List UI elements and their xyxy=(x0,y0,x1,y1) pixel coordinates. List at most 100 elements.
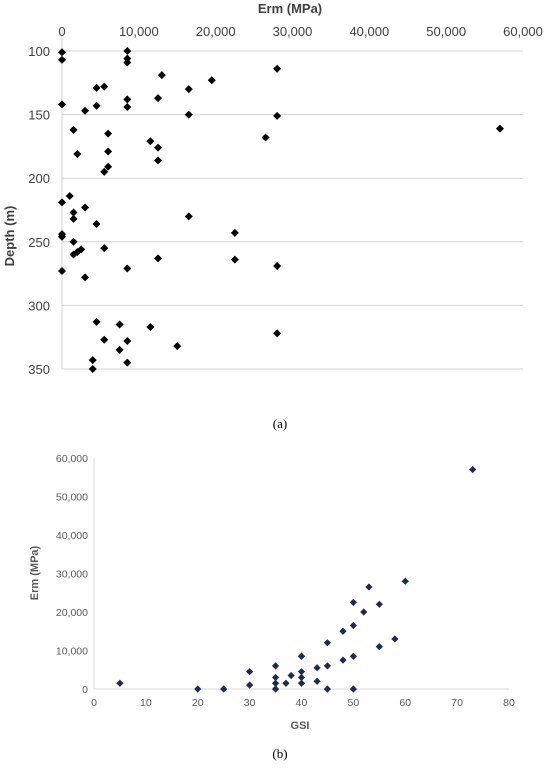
chart-b-x-tick-label: 50 xyxy=(348,697,360,709)
chart-b-point xyxy=(116,679,124,687)
chart-b-x-tick-label: 80 xyxy=(503,697,515,709)
chart-a-point xyxy=(92,83,101,92)
chart-a-point xyxy=(100,167,109,176)
chart-a-point xyxy=(123,95,132,104)
chart-b-point xyxy=(246,668,254,676)
chart-a-x-tick-label: 60,000 xyxy=(503,24,543,39)
chart-a-point xyxy=(73,150,82,159)
chart-b-point xyxy=(323,639,332,647)
chart-a-x-tick-label: 40,000 xyxy=(349,24,389,39)
chart-a-y-tick-label: 300 xyxy=(28,298,50,313)
caption-a: (a) xyxy=(273,416,287,431)
chart-a-x-tick-label: 20,000 xyxy=(196,24,236,39)
chart-a-point xyxy=(69,214,78,223)
chart-a-x-tick-label: 10,000 xyxy=(119,24,159,39)
chart-a-point xyxy=(92,317,101,326)
chart-a-point xyxy=(123,337,132,346)
chart-a-y-axis-title: Depth (m) xyxy=(2,206,17,267)
chart-a-y-tick-label: 150 xyxy=(28,108,50,123)
chart-a-point xyxy=(146,323,155,332)
chart-a-point xyxy=(58,232,66,241)
chart-a-point xyxy=(123,358,132,367)
chart-b-point xyxy=(313,677,321,685)
chart-a-point xyxy=(173,342,182,351)
chart-a-point xyxy=(157,71,166,80)
chart-b-point xyxy=(469,465,477,474)
chart-a-point xyxy=(58,267,66,276)
chart-a-point xyxy=(58,198,66,207)
chart-a-point xyxy=(58,100,66,109)
chart-b-y-tick-label: 40,000 xyxy=(56,530,88,542)
chart-a-point xyxy=(273,329,282,338)
chart-b-y-tick-labels: 0 10,000 20,000 30,000 40,000 50,000 60,000 xyxy=(56,453,88,696)
chart-b-point xyxy=(349,621,357,630)
chart-b-y-tick-label: 10,000 xyxy=(56,646,88,658)
chart-b: 0 10 20 30 40 50 60 70 80 0 10,000 20,000 30,000 40,… xyxy=(29,453,515,732)
chart-b-point xyxy=(271,662,280,670)
chart-b-point xyxy=(375,600,383,608)
chart-a-point xyxy=(69,125,78,134)
chart-b-y-axis-title: Erm (MPa) xyxy=(29,545,41,600)
chart-b-point xyxy=(349,652,357,660)
chart-a-point xyxy=(100,335,109,344)
chart-b-point xyxy=(360,608,368,616)
chart-a-point xyxy=(184,85,193,94)
chart-b-point xyxy=(313,664,321,672)
chart-a-point xyxy=(81,106,90,115)
chart-a-point xyxy=(100,244,109,253)
chart-a-point xyxy=(273,261,282,270)
chart-b-point xyxy=(349,685,357,693)
chart-b-y-tick-label: 60,000 xyxy=(56,453,88,465)
chart-b-point xyxy=(271,673,280,682)
chart-a-point xyxy=(69,208,78,217)
chart-b-x-tick-label: 20 xyxy=(192,697,204,709)
chart-b-y-tick-label: 50,000 xyxy=(56,492,88,504)
chart-a-point xyxy=(58,48,66,57)
chart-a-point xyxy=(81,273,90,282)
chart-b-point xyxy=(391,635,399,643)
chart-a-point xyxy=(154,254,163,263)
chart-a-point xyxy=(230,228,239,237)
chart-a-x-tick-labels: 0 10,000 20,000 30,000 40,000 50,000 60,000 xyxy=(58,24,543,39)
chart-a-gridlines xyxy=(61,29,523,370)
chart-a-point xyxy=(69,237,78,246)
chart-a-point xyxy=(207,76,216,85)
chart-a-point xyxy=(81,203,90,212)
chart-a-point xyxy=(92,219,101,228)
chart-b-point xyxy=(271,685,280,693)
chart-a-point xyxy=(104,129,113,138)
chart-b-x-tick-labels: 0 10 20 30 40 50 60 70 80 xyxy=(91,697,515,709)
chart-a-point xyxy=(100,82,109,91)
chart-a-point xyxy=(273,111,282,120)
chart-b-x-tick-label: 30 xyxy=(244,697,256,709)
chart-b-x-tick-label: 40 xyxy=(296,697,308,709)
chart-b-point xyxy=(297,673,306,682)
chart-b-x-tick-label: 60 xyxy=(399,697,411,709)
chart-b-x-tick-label: 0 xyxy=(91,697,97,709)
chart-a-point xyxy=(104,162,113,171)
chart-a-point xyxy=(58,55,66,64)
chart-a-y-tick-label: 250 xyxy=(28,235,50,250)
chart-a-point xyxy=(184,110,193,119)
chart-b-x-tick-label: 70 xyxy=(451,697,463,709)
chart-b-point xyxy=(365,583,373,591)
chart-b-axes xyxy=(93,458,509,690)
chart-a-point xyxy=(92,101,101,110)
chart-a-points xyxy=(58,47,504,373)
chart-a-point xyxy=(88,365,97,373)
chart-b-y-tick-label: 30,000 xyxy=(56,569,88,581)
chart-b-points xyxy=(116,465,477,693)
chart-a-point xyxy=(115,345,124,354)
chart-a-y-tick-label: 100 xyxy=(28,44,50,59)
chart-a-point xyxy=(115,320,124,329)
chart-a-point xyxy=(495,124,504,133)
chart-a-point xyxy=(69,250,78,259)
chart-b-y-tick-label: 20,000 xyxy=(56,607,88,619)
chart-a-point xyxy=(261,133,270,142)
chart-a-x-tick-label: 30,000 xyxy=(273,24,313,39)
chart-a-point xyxy=(123,102,132,111)
chart-b-point xyxy=(246,681,254,689)
chart-a-x-axis-title: Erm (MPa) xyxy=(258,1,322,16)
chart-b-x-tick-label: 10 xyxy=(140,697,152,709)
